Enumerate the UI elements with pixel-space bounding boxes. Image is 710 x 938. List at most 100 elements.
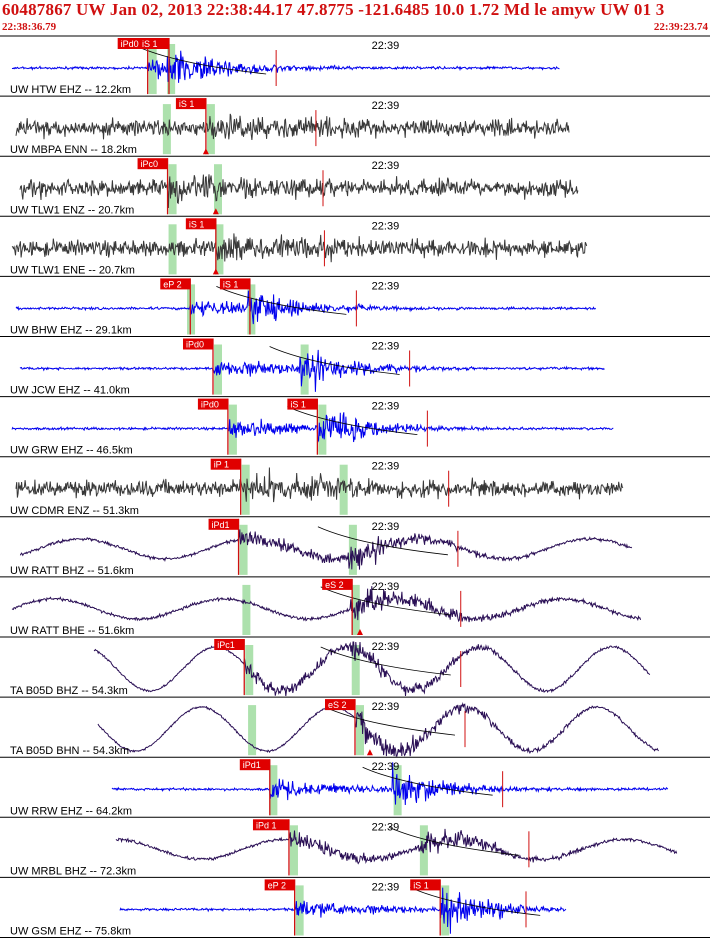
end-time-label: 22:39:23.74: [653, 21, 708, 33]
pick-box: [117, 38, 148, 49]
pick-label: iPc1: [217, 640, 235, 650]
pick-label: iPd 1: [256, 820, 277, 830]
arrival-marker: [212, 268, 219, 275]
time-tick-label: 22:39: [372, 461, 400, 473]
phase-window: [239, 524, 248, 575]
phase-window: [318, 404, 327, 455]
pick-box: [322, 578, 353, 590]
pick-label: iPd0: [121, 39, 139, 49]
pick-label: iPd0: [201, 400, 219, 410]
waveform-trace: [111, 762, 669, 806]
phase-window: [351, 645, 360, 696]
waveform-trace: [19, 349, 605, 392]
pick-label: eP 2: [268, 880, 286, 890]
station-label: UW JCW EHZ -- 41.0km: [10, 385, 130, 397]
station-label: UW MRBL BHZ -- 72.3km: [10, 865, 136, 877]
phase-window: [168, 224, 177, 275]
phase-window: [348, 524, 357, 575]
pick-label: iS 1: [290, 400, 306, 410]
station-label: TA B05D BHN -- 54.3km: [10, 745, 129, 757]
pick-box: [197, 398, 228, 410]
station-label: UW BHW EHZ -- 29.1km: [10, 325, 132, 337]
pick-box: [264, 879, 295, 891]
station-label: UW MBPA ENN -- 18.2km: [10, 144, 137, 156]
event-title: 60487867 UW Jan 02, 2013 22:38:44.17 47.…: [2, 0, 665, 19]
waveform-trace: [15, 467, 624, 503]
pick-box: [138, 38, 169, 49]
pick-box: [208, 518, 239, 530]
pick-label: iS 1: [223, 279, 239, 289]
start-time-label: 22:38:36.79: [2, 21, 57, 33]
time-tick-label: 22:39: [372, 100, 400, 112]
time-tick-label: 22:39: [372, 821, 400, 833]
pick-label: iPd1: [243, 760, 261, 770]
coda-curve: [410, 887, 541, 916]
time-tick-label: 22:39: [372, 641, 400, 653]
coda-curve: [216, 286, 347, 315]
pick-label: iS 1: [142, 39, 158, 49]
time-tick-label: 22:39: [372, 280, 400, 292]
arrival-marker: [212, 208, 219, 215]
waveform-trace: [115, 828, 678, 865]
pick-label: eS 2: [325, 580, 344, 590]
pick-label: iPd0: [186, 340, 204, 350]
pick-label: iPc0: [141, 159, 159, 169]
phase-window: [289, 825, 298, 876]
pick-label: eP 2: [163, 279, 181, 289]
pick-box: [210, 458, 241, 470]
arrival-marker: [366, 749, 373, 756]
waveform-trace: [19, 529, 633, 570]
waveform-trace: [119, 887, 567, 934]
phase-window: [356, 705, 364, 756]
pick-box: [287, 398, 318, 410]
pick-box: [325, 699, 355, 711]
phase-window: [148, 44, 157, 95]
pick-label: iS 1: [189, 219, 205, 229]
arrival-marker: [202, 148, 209, 155]
time-tick-label: 22:39: [372, 160, 400, 172]
waveform-trace: [97, 702, 659, 757]
station-label: UW GSM EHZ -- 75.8km: [10, 926, 131, 938]
waveform-trace: [11, 233, 588, 263]
time-tick-label: 22:39: [372, 881, 400, 893]
station-label: UW HTW EHZ -- 12.2km: [10, 84, 131, 96]
waveform-trace: [11, 412, 614, 444]
pick-label: iS 1: [413, 880, 429, 890]
pick-label: iS 1: [179, 99, 195, 109]
pick-box: [214, 639, 245, 650]
time-tick-label: 22:39: [372, 761, 400, 773]
time-tick-label: 22:39: [372, 220, 400, 232]
coda-curve: [388, 826, 519, 856]
pick-box: [239, 759, 270, 771]
time-tick-label: 22:39: [372, 40, 400, 52]
pick-box: [137, 158, 168, 170]
coda-curve: [269, 346, 400, 375]
arrival-marker: [356, 629, 363, 635]
phase-window: [248, 705, 257, 756]
pick-box: [185, 218, 216, 230]
pick-box: [183, 338, 213, 350]
coda-curve: [135, 45, 267, 75]
coda-curve: [317, 526, 448, 556]
pick-label: eS 2: [328, 700, 347, 710]
coda-curve: [324, 706, 456, 736]
station-label: UW CDMR ENZ -- 51.3km: [10, 505, 139, 517]
pick-box: [175, 98, 206, 110]
coda-curve: [320, 586, 451, 616]
phase-window: [247, 284, 256, 335]
time-tick-label: 22:39: [372, 341, 400, 353]
pick-box: [410, 879, 441, 891]
waveform-trace: [19, 174, 579, 209]
station-label: UW TLW1 ENZ -- 20.7km: [10, 204, 134, 216]
coda-curve: [362, 766, 493, 796]
time-tick-label: 22:39: [372, 581, 400, 593]
station-label: TA B05D BHZ -- 54.3km: [10, 685, 128, 697]
time-tick-label: 22:39: [372, 401, 400, 413]
station-label: UW TLW1 ENE -- 20.7km: [10, 264, 135, 276]
coda-curve: [320, 646, 451, 676]
pick-label: iPd1: [212, 520, 230, 530]
station-label: UW RRW EHZ -- 64.2km: [10, 805, 132, 817]
pick-box: [219, 278, 250, 290]
waveform-trace: [93, 641, 651, 697]
